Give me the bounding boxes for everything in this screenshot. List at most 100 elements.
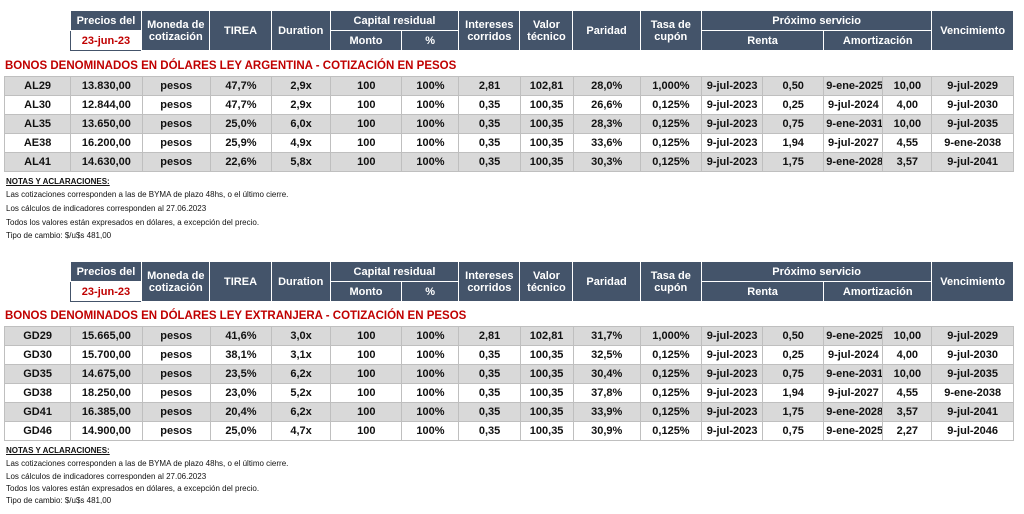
tirea-cell: 47,7% bbox=[209, 76, 272, 96]
moneda-header: Moneda de cotización bbox=[141, 261, 211, 302]
paridad-cell: 30,3% bbox=[572, 152, 641, 172]
monto-cell: 100 bbox=[330, 402, 403, 422]
pct-header: % bbox=[401, 281, 460, 302]
vencimiento-cell: 9-jul-2030 bbox=[931, 95, 1014, 115]
monto-cell: 100 bbox=[330, 114, 403, 134]
precios-del-header: Precios del bbox=[69, 261, 143, 282]
amortizacion-valor-cell: 4,55 bbox=[882, 383, 933, 403]
valor-tecnico-cell: 102,81 bbox=[519, 326, 574, 346]
renta-valor-cell: 0,25 bbox=[762, 95, 825, 115]
notes-title: NOTAS Y ACLARACIONES: bbox=[6, 446, 110, 455]
note-line: Los cálculos de indicadores corresponden… bbox=[6, 472, 207, 481]
pct-cell: 100% bbox=[401, 402, 460, 422]
amortizacion-fecha-cell: 9-ene-2025 bbox=[823, 326, 884, 346]
vencimiento-cell: 9-jul-2029 bbox=[931, 326, 1014, 346]
amortizacion-fecha-cell: 9-ene-2025 bbox=[823, 421, 884, 441]
note-line: Las cotizaciones corresponden a las de B… bbox=[6, 459, 289, 468]
duration-cell: 6,2x bbox=[270, 364, 332, 384]
tasa-cupon-cell: 0,125% bbox=[639, 133, 703, 153]
table-row: AL30 12.844,00 pesos 47,7% 2,9x 100 100% 0,35 10… bbox=[3, 95, 1014, 115]
intereses-cell: 0,35 bbox=[458, 345, 521, 365]
ticker-cell: GD38 bbox=[3, 383, 72, 403]
tasa-cupon-cell: 0,125% bbox=[639, 114, 703, 134]
monto-cell: 100 bbox=[330, 345, 403, 365]
vencimiento-cell: 9-jul-2030 bbox=[931, 345, 1014, 365]
intereses-cell: 0,35 bbox=[458, 133, 521, 153]
moneda-cell: pesos bbox=[141, 345, 211, 365]
amortizacion-fecha-cell: 9-ene-2025 bbox=[823, 76, 884, 96]
ticker-cell: GD35 bbox=[3, 364, 72, 384]
intereses-header: Intereses corridos bbox=[458, 10, 521, 51]
paridad-cell: 30,9% bbox=[572, 421, 641, 441]
vencimiento-cell: 9-ene-2038 bbox=[931, 383, 1014, 403]
precios-del-header: Precios del bbox=[69, 10, 143, 31]
duration-header: Duration bbox=[270, 10, 331, 51]
table-row: GD46 14.900,00 pesos 25,0% 4,7x 100 100% 0,35 10… bbox=[3, 421, 1014, 441]
duration-cell: 5,2x bbox=[270, 383, 332, 403]
tasa-cupon-header: Tasa de cupón bbox=[639, 261, 702, 302]
amortizacion-valor-cell: 3,57 bbox=[882, 402, 933, 422]
ticker-cell: GD46 bbox=[3, 421, 72, 441]
monto-cell: 100 bbox=[330, 421, 403, 441]
ticker-cell: GD41 bbox=[3, 402, 72, 422]
vencimiento-cell: 9-jul-2041 bbox=[931, 152, 1014, 172]
note-line: Las cotizaciones corresponden a las de B… bbox=[6, 190, 289, 199]
renta-header: Renta bbox=[700, 281, 825, 302]
valor-tecnico-header: Valor técnico bbox=[519, 261, 574, 302]
note-line: Todos los valores están expresados en dó… bbox=[6, 218, 260, 227]
monto-cell: 100 bbox=[330, 364, 403, 384]
renta-valor-cell: 1,75 bbox=[762, 402, 825, 422]
tasa-cupon-cell: 0,125% bbox=[639, 383, 703, 403]
tirea-cell: 25,0% bbox=[209, 114, 272, 134]
ticker-cell: AL30 bbox=[3, 95, 72, 115]
moneda-cell: pesos bbox=[141, 76, 211, 96]
paridad-cell: 31,7% bbox=[572, 326, 641, 346]
precio-cell: 15.700,00 bbox=[70, 345, 143, 365]
renta-fecha-cell: 9-jul-2023 bbox=[701, 421, 764, 441]
tasa-cupon-cell: 1,000% bbox=[639, 76, 703, 96]
renta-valor-cell: 0,50 bbox=[762, 326, 825, 346]
tirea-cell: 47,7% bbox=[209, 95, 272, 115]
intereses-header: Intereses corridos bbox=[458, 261, 521, 302]
amortizacion-fecha-cell: 9-ene-2031 bbox=[823, 114, 884, 134]
amortizacion-valor-cell: 10,00 bbox=[882, 364, 933, 384]
tirea-cell: 23,5% bbox=[209, 364, 272, 384]
renta-fecha-cell: 9-jul-2023 bbox=[701, 326, 764, 346]
capital-residual-header: Capital residual bbox=[329, 261, 460, 282]
vencimiento-cell: 9-jul-2046 bbox=[931, 421, 1014, 441]
valor-tecnico-header: Valor técnico bbox=[519, 10, 574, 51]
intereses-cell: 0,35 bbox=[458, 95, 521, 115]
paridad-cell: 28,0% bbox=[572, 76, 641, 96]
moneda-cell: pesos bbox=[141, 152, 211, 172]
bond-block-ley-extranjera: Precios del Moneda de cotización TIREA Du… bbox=[3, 261, 1014, 506]
pct-cell: 100% bbox=[401, 421, 460, 441]
precio-cell: 18.250,00 bbox=[70, 383, 143, 403]
valor-tecnico-cell: 100,35 bbox=[519, 152, 574, 172]
table-row: GD38 18.250,00 pesos 23,0% 5,2x 100 100% 0,35 10… bbox=[3, 383, 1014, 403]
monto-cell: 100 bbox=[330, 326, 403, 346]
valor-tecnico-cell: 100,35 bbox=[519, 114, 574, 134]
amortizacion-valor-cell: 4,00 bbox=[882, 345, 933, 365]
amortizacion-fecha-cell: 9-jul-2024 bbox=[823, 95, 884, 115]
amortizacion-valor-cell: 10,00 bbox=[882, 114, 933, 134]
paridad-cell: 26,6% bbox=[572, 95, 641, 115]
duration-cell: 3,1x bbox=[270, 345, 332, 365]
ticker-cell: GD30 bbox=[3, 345, 72, 365]
tirea-cell: 25,0% bbox=[209, 421, 272, 441]
renta-fecha-cell: 9-jul-2023 bbox=[701, 114, 764, 134]
pct-cell: 100% bbox=[401, 152, 460, 172]
tasa-cupon-cell: 0,125% bbox=[639, 95, 703, 115]
moneda-cell: pesos bbox=[141, 114, 211, 134]
ticker-cell: AE38 bbox=[3, 133, 72, 153]
moneda-cell: pesos bbox=[141, 326, 211, 346]
moneda-cell: pesos bbox=[141, 133, 211, 153]
renta-valor-cell: 0,75 bbox=[762, 364, 825, 384]
duration-cell: 3,0x bbox=[270, 326, 332, 346]
monto-header: Monto bbox=[329, 281, 403, 302]
monto-cell: 100 bbox=[330, 76, 403, 96]
renta-fecha-cell: 9-jul-2023 bbox=[701, 364, 764, 384]
amortizacion-fecha-cell: 9-jul-2024 bbox=[823, 345, 884, 365]
tirea-header: TIREA bbox=[209, 261, 272, 302]
notes-title: NOTAS Y ACLARACIONES: bbox=[6, 177, 110, 186]
paridad-header: Paridad bbox=[572, 10, 641, 51]
